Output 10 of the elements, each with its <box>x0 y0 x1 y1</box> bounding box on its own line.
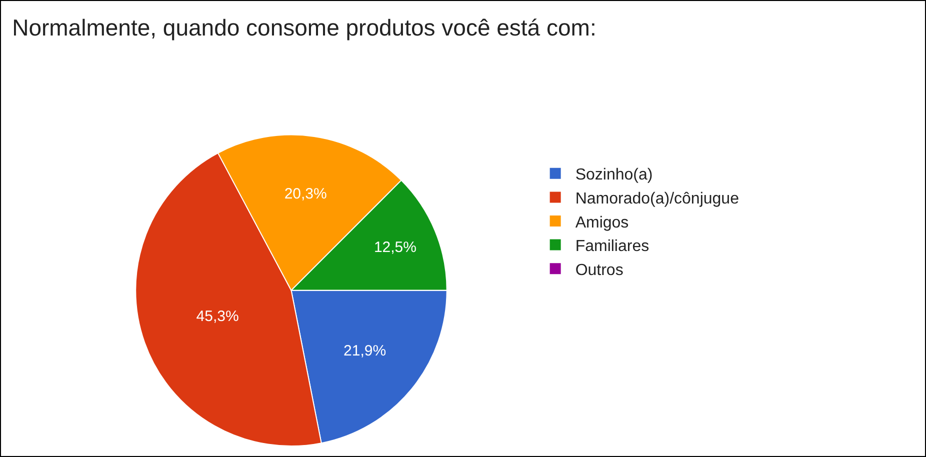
data-label: 20,3% <box>284 185 327 202</box>
data-label: 45,3% <box>196 308 239 326</box>
legend-label: Sozinho(a) <box>575 166 653 184</box>
legend-label: Familiares <box>575 238 650 256</box>
legend-label: Namorado(a)/cônjugue <box>575 190 740 208</box>
data-label: 12,5% <box>374 238 416 256</box>
data-label: 21,9% <box>343 342 386 360</box>
chart-title: Normalmente, quando consome produtos você está com: <box>12 14 596 40</box>
legend-label: Amigos <box>575 214 629 232</box>
legend-label: Outros <box>575 262 624 279</box>
